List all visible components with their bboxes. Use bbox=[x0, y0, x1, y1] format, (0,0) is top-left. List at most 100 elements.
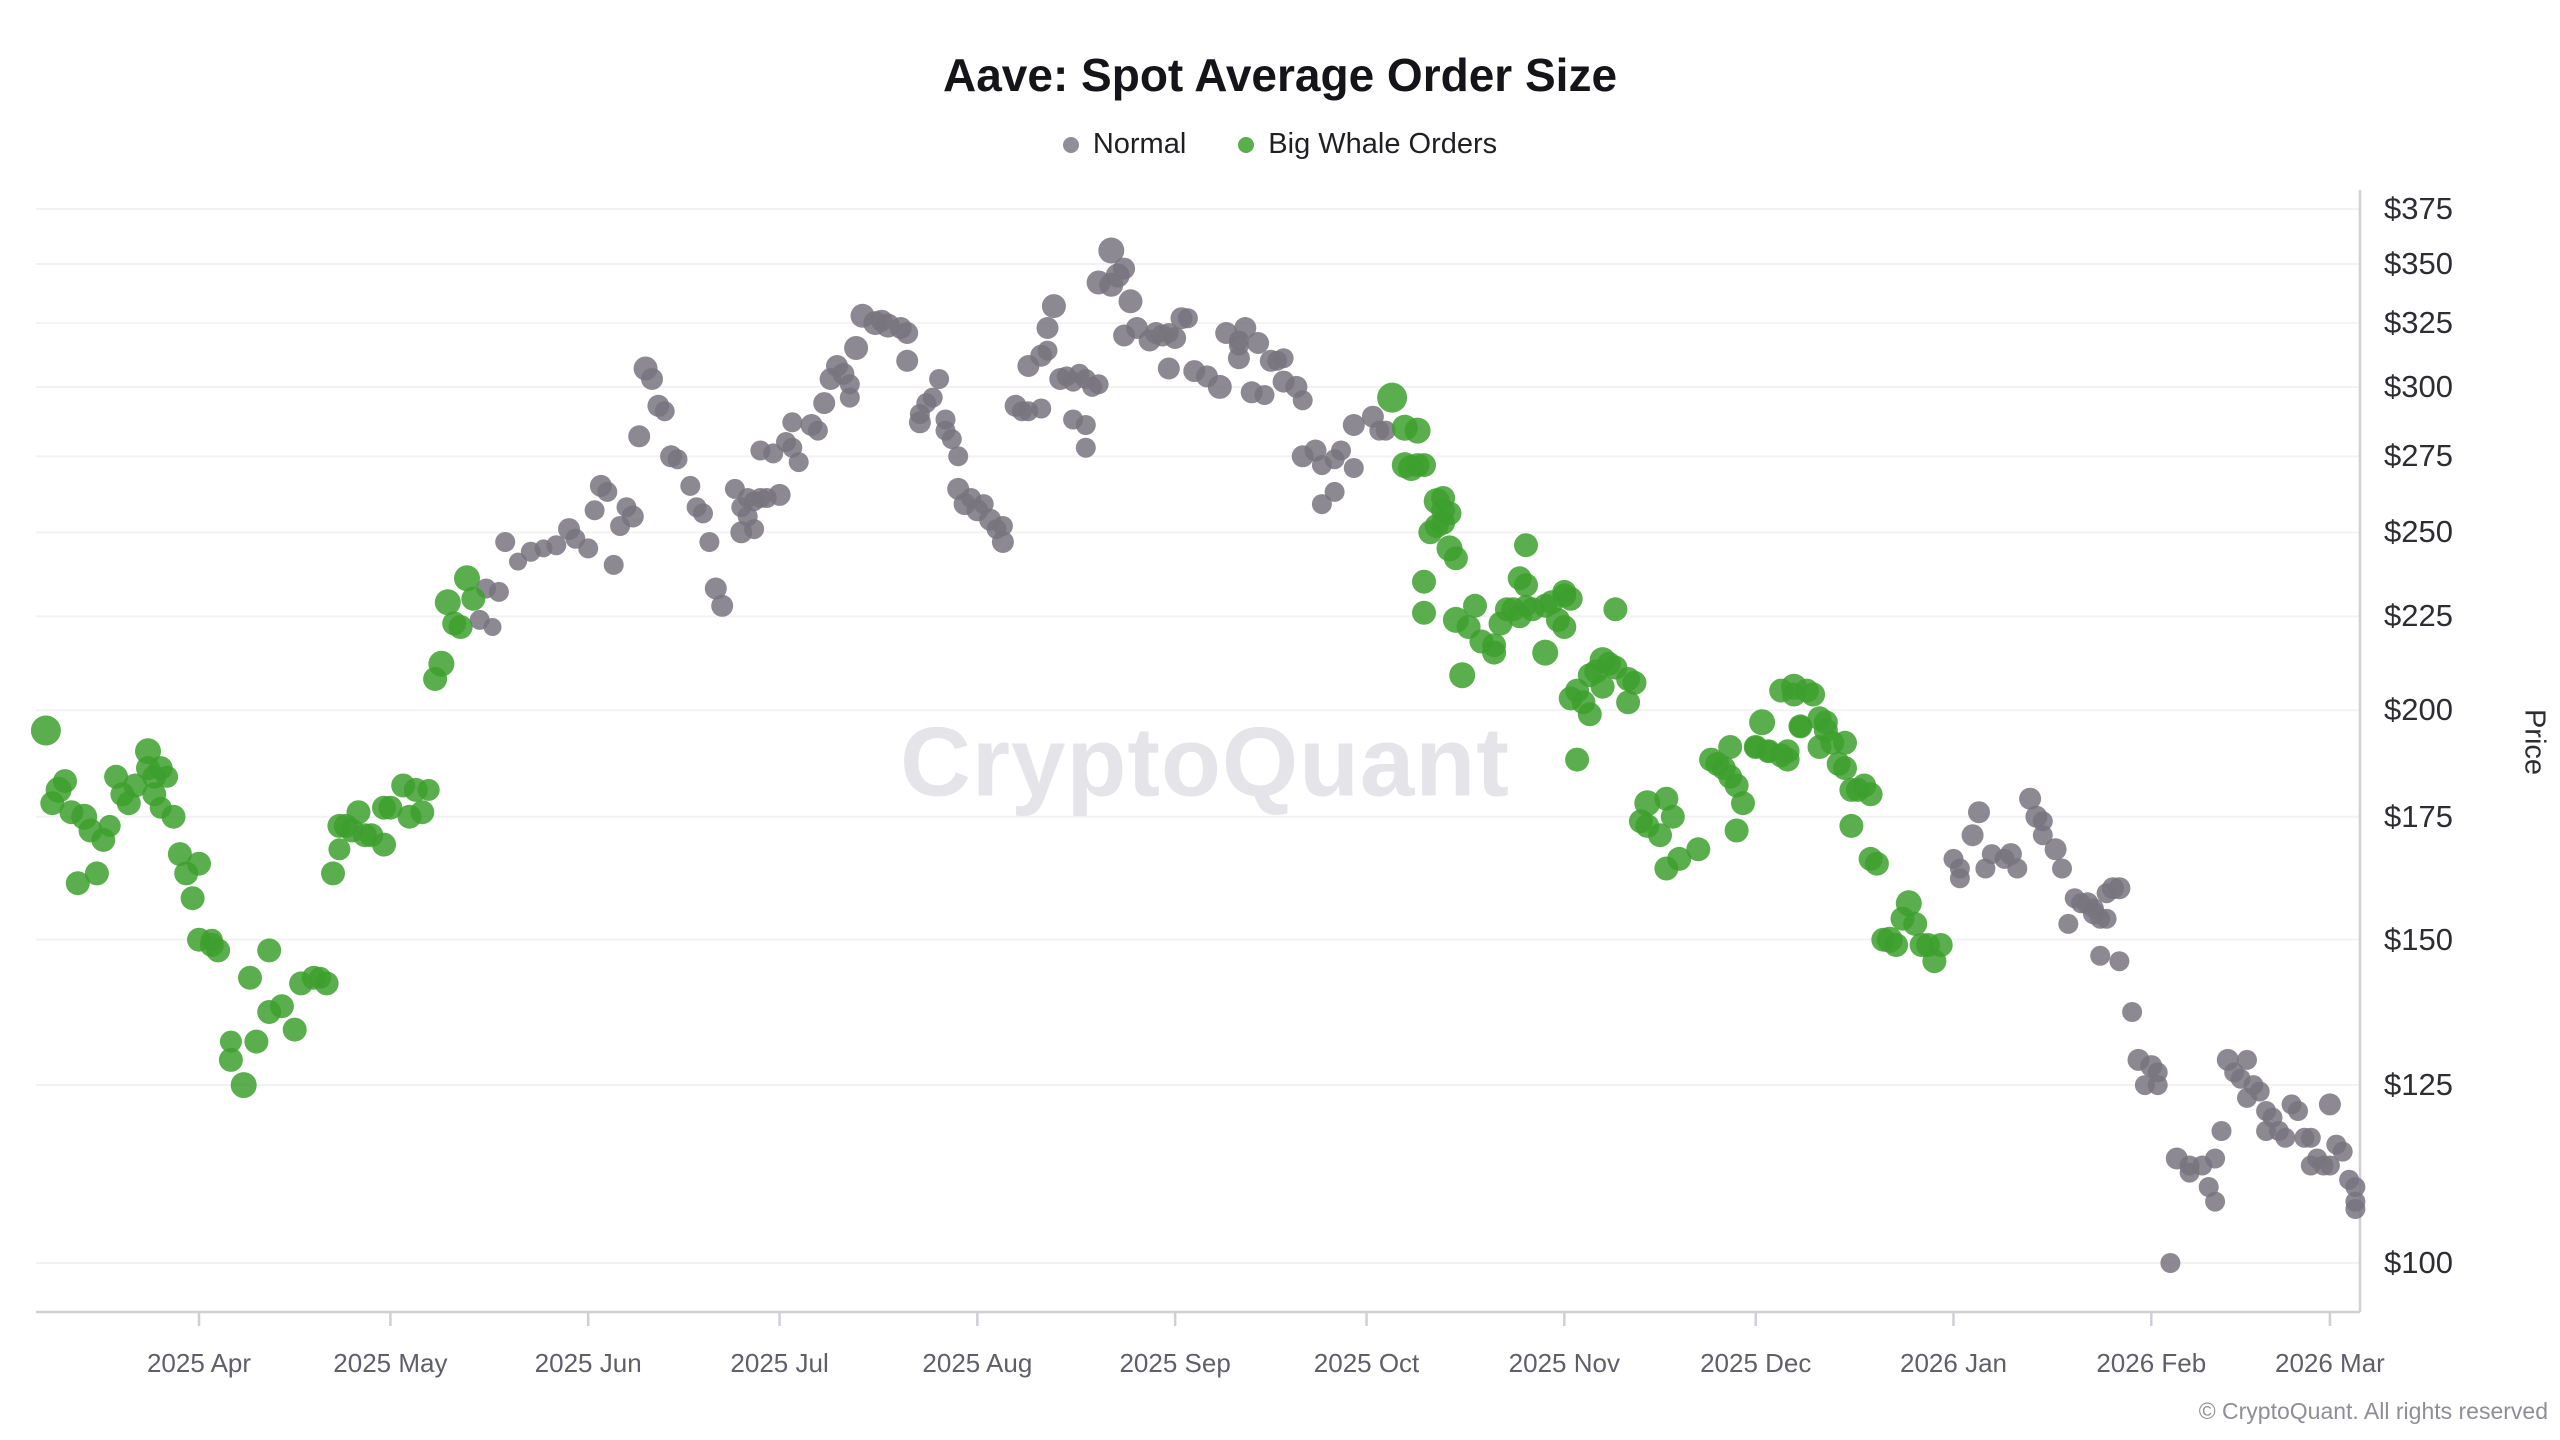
data-point-whale[interactable] bbox=[161, 804, 186, 829]
data-point-normal[interactable] bbox=[711, 594, 734, 617]
data-point-normal[interactable] bbox=[768, 483, 791, 506]
data-point-normal[interactable] bbox=[922, 387, 943, 408]
data-point-whale[interactable] bbox=[1667, 846, 1692, 871]
data-point-whale[interactable] bbox=[346, 800, 371, 825]
data-point-normal[interactable] bbox=[1098, 237, 1125, 264]
data-point-whale[interactable] bbox=[1437, 501, 1462, 526]
data-point-normal[interactable] bbox=[2032, 811, 2053, 832]
data-point-whale[interactable] bbox=[269, 994, 294, 1019]
data-point-normal[interactable] bbox=[2332, 1141, 2353, 1162]
data-point-whale[interactable] bbox=[1660, 804, 1685, 829]
data-point-whale[interactable] bbox=[244, 1029, 269, 1054]
data-point-normal[interactable] bbox=[1234, 317, 1257, 339]
data-point-normal[interactable] bbox=[788, 452, 809, 473]
data-point-normal[interactable] bbox=[782, 412, 803, 433]
data-point-normal[interactable] bbox=[744, 519, 765, 540]
data-point-normal[interactable] bbox=[2058, 913, 2079, 934]
data-point-normal[interactable] bbox=[641, 368, 663, 390]
data-point-normal[interactable] bbox=[1331, 440, 1351, 461]
data-point-normal[interactable] bbox=[578, 538, 599, 559]
data-point-whale[interactable] bbox=[65, 871, 90, 896]
data-point-normal[interactable] bbox=[1247, 332, 1270, 354]
data-point-normal[interactable] bbox=[2237, 1049, 2257, 1070]
data-point-whale[interactable] bbox=[314, 971, 339, 996]
data-point-normal[interactable] bbox=[1375, 420, 1396, 441]
data-point-whale[interactable] bbox=[378, 795, 403, 820]
data-point-normal[interactable] bbox=[929, 369, 950, 389]
data-point-whale[interactable] bbox=[1622, 670, 1647, 695]
data-point-normal[interactable] bbox=[693, 503, 713, 524]
data-point-normal[interactable] bbox=[667, 449, 688, 470]
data-point-normal[interactable] bbox=[839, 387, 860, 408]
data-point-normal[interactable] bbox=[1041, 294, 1066, 319]
data-point-whale[interactable] bbox=[1377, 382, 1408, 413]
data-point-normal[interactable] bbox=[1113, 257, 1136, 280]
data-point-whale[interactable] bbox=[1864, 851, 1889, 876]
data-point-whale[interactable] bbox=[428, 650, 455, 677]
data-point-normal[interactable] bbox=[1961, 824, 1984, 847]
data-point-whale[interactable] bbox=[187, 851, 211, 876]
data-point-normal[interactable] bbox=[1324, 481, 1345, 502]
data-point-whale[interactable] bbox=[30, 715, 61, 746]
data-point-whale[interactable] bbox=[1532, 639, 1559, 666]
data-point-whale[interactable] bbox=[1552, 615, 1577, 639]
data-point-whale[interactable] bbox=[1412, 600, 1436, 625]
data-point-normal[interactable] bbox=[2122, 1002, 2143, 1022]
data-point-normal[interactable] bbox=[1254, 385, 1275, 405]
data-point-whale[interactable] bbox=[1404, 417, 1431, 444]
data-point-normal[interactable] bbox=[807, 420, 828, 441]
data-point-whale[interactable] bbox=[1724, 818, 1749, 843]
data-point-normal[interactable] bbox=[2007, 858, 2028, 879]
data-point-whale[interactable] bbox=[135, 738, 161, 765]
data-point-whale[interactable] bbox=[372, 832, 396, 857]
data-point-normal[interactable] bbox=[1343, 458, 1364, 478]
data-point-whale[interactable] bbox=[1903, 911, 1928, 936]
data-point-whale[interactable] bbox=[1775, 747, 1800, 772]
data-point-normal[interactable] bbox=[2288, 1101, 2308, 1121]
data-point-normal[interactable] bbox=[2205, 1191, 2226, 1212]
data-point-normal[interactable] bbox=[2205, 1148, 2226, 1169]
data-point-whale[interactable] bbox=[1634, 790, 1661, 817]
data-point-whale[interactable] bbox=[180, 886, 205, 911]
data-point-whale[interactable] bbox=[1558, 586, 1583, 611]
data-point-whale[interactable] bbox=[1648, 823, 1672, 848]
data-point-whale[interactable] bbox=[1789, 715, 1812, 738]
data-point-whale[interactable] bbox=[84, 861, 109, 886]
data-point-whale[interactable] bbox=[321, 861, 345, 886]
data-point-normal[interactable] bbox=[1031, 398, 1052, 419]
data-point-whale[interactable] bbox=[167, 842, 192, 867]
data-point-whale[interactable] bbox=[206, 938, 231, 963]
data-point-normal[interactable] bbox=[1292, 390, 1313, 411]
data-point-normal[interactable] bbox=[2032, 825, 2053, 846]
data-point-normal[interactable] bbox=[948, 446, 969, 467]
data-point-whale[interactable] bbox=[1443, 546, 1468, 571]
data-point-normal[interactable] bbox=[1949, 858, 1970, 879]
data-point-whale[interactable] bbox=[98, 814, 121, 837]
data-point-normal[interactable] bbox=[1075, 437, 1096, 458]
data-point-whale[interactable] bbox=[1731, 791, 1755, 816]
data-point-whale[interactable] bbox=[1833, 730, 1857, 755]
data-point-whale[interactable] bbox=[1514, 573, 1538, 598]
data-point-normal[interactable] bbox=[2160, 1253, 2181, 1273]
data-point-normal[interactable] bbox=[2318, 1093, 2341, 1116]
data-point-normal[interactable] bbox=[2096, 908, 2117, 929]
data-point-normal[interactable] bbox=[483, 618, 502, 636]
data-point-whale[interactable] bbox=[1801, 682, 1826, 707]
legend-item-normal[interactable]: Normal bbox=[1062, 128, 1186, 161]
data-point-whale[interactable] bbox=[1565, 747, 1590, 772]
data-point-normal[interactable] bbox=[628, 425, 651, 448]
data-point-normal[interactable] bbox=[2019, 787, 2042, 810]
data-point-whale[interactable] bbox=[1616, 690, 1641, 715]
data-point-normal[interactable] bbox=[2147, 1075, 2168, 1096]
data-point-normal[interactable] bbox=[495, 532, 516, 552]
data-point-whale[interactable] bbox=[1928, 933, 1953, 957]
data-point-whale[interactable] bbox=[1590, 674, 1615, 699]
data-point-whale[interactable] bbox=[1603, 597, 1628, 622]
data-point-whale[interactable] bbox=[238, 965, 262, 990]
data-point-normal[interactable] bbox=[1036, 317, 1059, 339]
data-point-whale[interactable] bbox=[257, 938, 282, 963]
data-point-whale[interactable] bbox=[1839, 813, 1864, 838]
data-point-whale[interactable] bbox=[1514, 533, 1538, 558]
data-point-normal[interactable] bbox=[2109, 951, 2130, 972]
data-point-whale[interactable] bbox=[1858, 782, 1883, 807]
